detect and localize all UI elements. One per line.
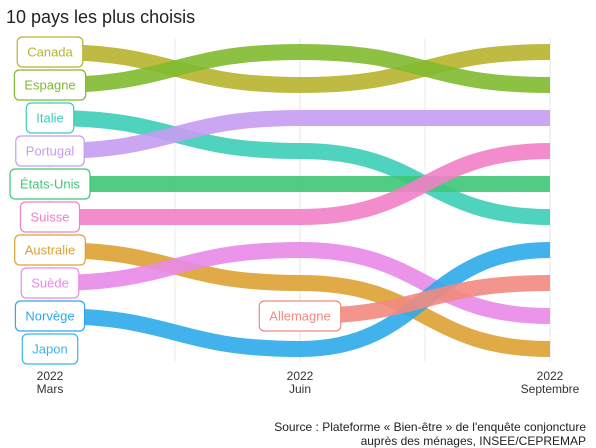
series-line xyxy=(49,110,550,159)
labels: Canada Espagne Italie Portugal États-Unis Sui… xyxy=(9,36,342,365)
label-box xyxy=(14,234,86,266)
series-label: Espagne xyxy=(13,69,87,101)
legend-label: Suisse xyxy=(30,209,69,224)
series-label: Suisse xyxy=(19,201,81,233)
series-line xyxy=(49,43,551,93)
series-line xyxy=(299,275,551,324)
series-label: Norvège xyxy=(14,300,86,332)
series-label: Japon xyxy=(21,333,79,365)
series-label: Allemagne xyxy=(258,300,342,332)
label-box xyxy=(9,168,91,200)
series-line xyxy=(49,110,551,225)
legend-label: Japon xyxy=(32,341,67,356)
label-box xyxy=(16,36,84,68)
legend-label: Espagne xyxy=(24,77,75,92)
series-label: États-Unis xyxy=(9,168,91,200)
label-box xyxy=(19,201,81,233)
x-tick-label: Juin xyxy=(289,382,311,396)
source: auprès des ménages, INSEE/CEPREMAP xyxy=(361,434,586,448)
legend-label: Portugal xyxy=(26,143,75,158)
legend-label: Australie xyxy=(25,242,76,257)
label-box xyxy=(25,102,75,134)
label-box xyxy=(13,69,87,101)
x-tick-label: 2022 xyxy=(537,369,564,383)
x-tick-label: 2022 xyxy=(287,369,314,383)
x-tick-label: 2022 xyxy=(37,369,64,383)
label-box xyxy=(258,300,342,332)
label-box xyxy=(14,300,86,332)
legend-label: Canada xyxy=(27,44,73,59)
series-label: Canada xyxy=(16,36,84,68)
legend-label: Norvège xyxy=(25,308,74,323)
label-box xyxy=(15,135,85,167)
series-label: Portugal xyxy=(15,135,85,167)
legend-label: États-Unis xyxy=(20,176,80,191)
x-tick-label: Septembre xyxy=(521,382,580,396)
series-label: Suède xyxy=(20,267,80,299)
lines xyxy=(49,43,551,358)
chart-title: 10 pays les plus choisis xyxy=(6,7,195,27)
series-line xyxy=(49,242,551,357)
source: Source : Plateforme « Bien-être » de l'e… xyxy=(274,420,586,434)
series-line xyxy=(49,241,551,324)
legend-label: Allemagne xyxy=(269,308,330,323)
series-line xyxy=(49,242,551,358)
legend-label: Italie xyxy=(36,110,63,125)
series-label: Australie xyxy=(14,234,86,266)
series-line xyxy=(49,44,551,94)
series-line xyxy=(50,143,551,225)
label-box xyxy=(20,267,80,299)
x-tick-label: Mars xyxy=(37,382,64,396)
series-label: Italie xyxy=(25,102,75,134)
label-box xyxy=(21,333,79,365)
legend-label: Suède xyxy=(31,275,69,290)
